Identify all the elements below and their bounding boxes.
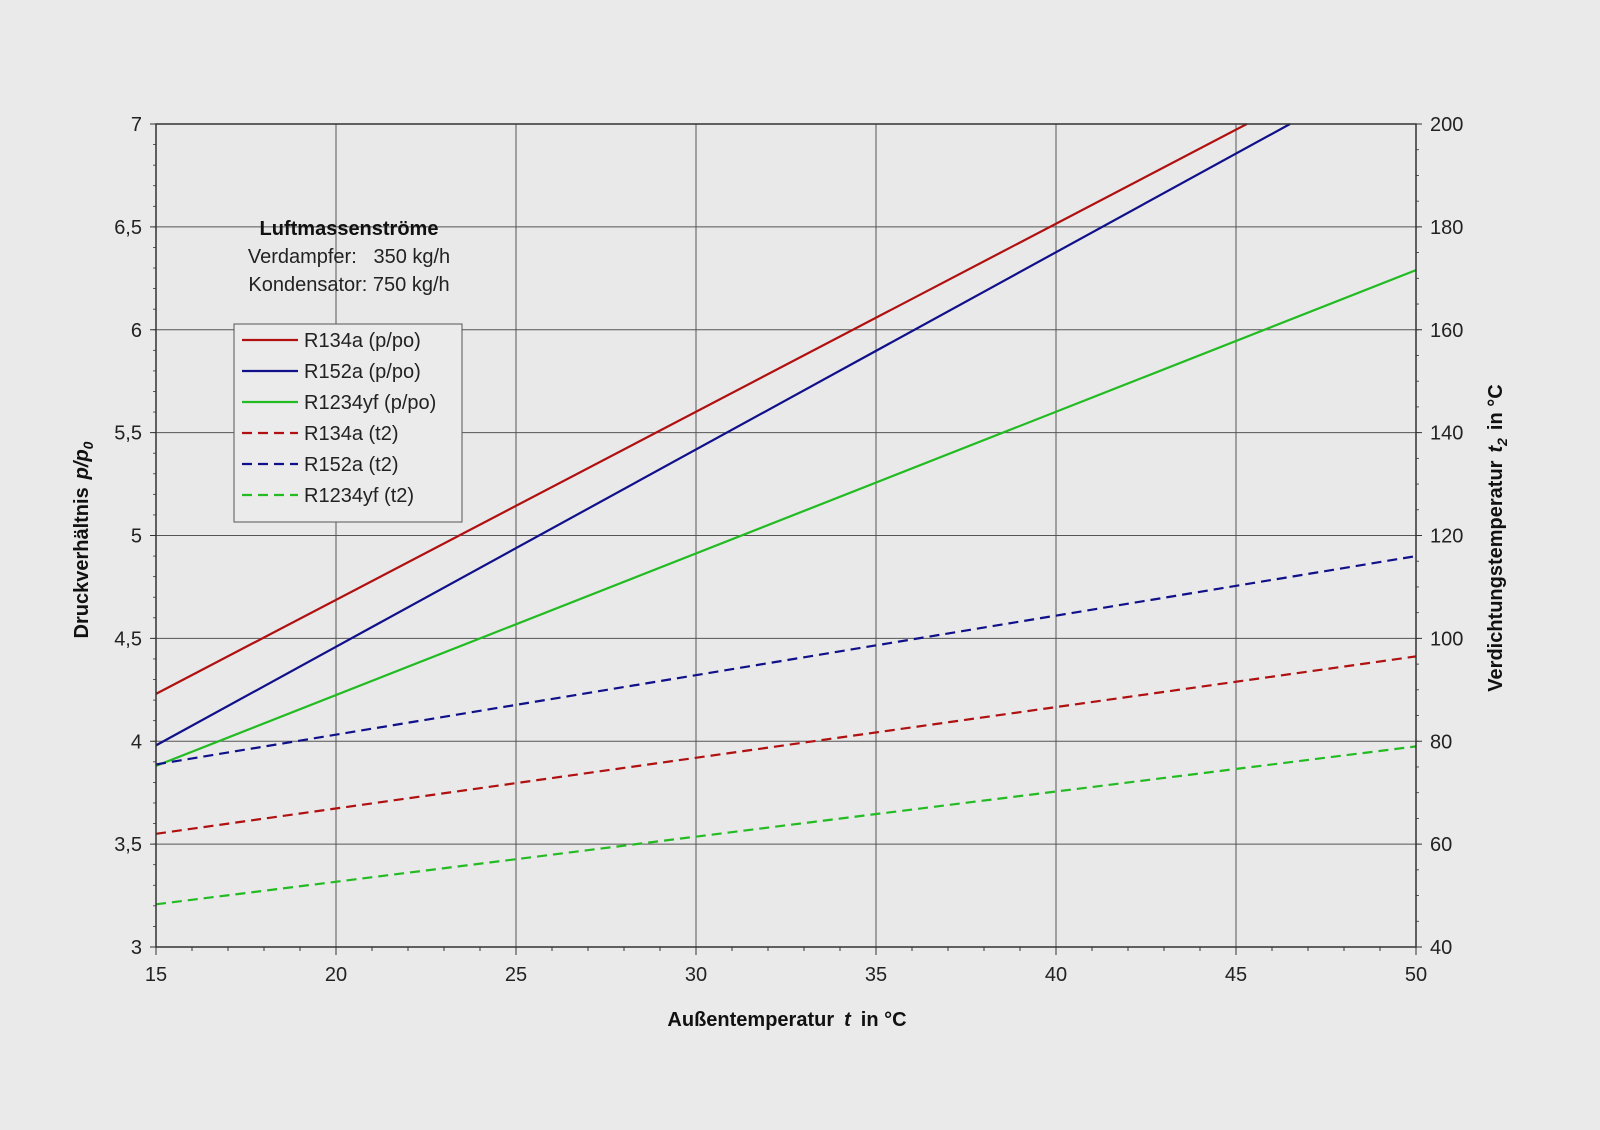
y-tick-label: 7	[131, 114, 142, 136]
x-tick-label: 50	[1405, 964, 1427, 986]
y-tick-label: 5	[131, 526, 142, 548]
legend-box	[233, 323, 463, 523]
y2-tick-label: 40	[1430, 937, 1452, 959]
y2-tick-label: 100	[1430, 628, 1463, 650]
y2-tick-label: 60	[1430, 834, 1452, 856]
x-tick-label: 20	[325, 964, 347, 986]
grid	[156, 124, 1416, 947]
y-tick-label: 4,5	[114, 628, 142, 650]
x-tick-label: 15	[145, 964, 167, 986]
y-tick-label: 6	[131, 320, 142, 342]
info-line-1: Verdampfer: 350 kg/h	[248, 246, 450, 268]
legend-label: R152a (t2)	[304, 454, 399, 476]
legend-label: R1234yf (p/po)	[304, 392, 436, 414]
series-line-4	[155, 655, 1417, 835]
series-line-5	[155, 555, 1417, 766]
x-tick-label: 25	[505, 964, 527, 986]
y2-tick-label: 140	[1430, 423, 1463, 445]
info-title: Luftmassenströme	[260, 218, 439, 240]
y-axis-title: Druckverhältnisp/p0	[71, 441, 96, 638]
x-tick-label: 35	[865, 964, 887, 986]
axis-ticks: 15 20 25 30 35 40 45 50 3 3,5 4 4,5 5 5,5 6 6,5 7 40 60 80 1…	[114, 114, 1463, 986]
info-line-2: Kondensator: 750 kg/h	[248, 274, 449, 296]
y-tick-label: 3	[131, 937, 142, 959]
y-tick-label: 3,5	[114, 834, 142, 856]
legend-label: R134a (p/po)	[304, 330, 421, 352]
y2-axis-title: Verdichtungstemperaturt2in °C	[1485, 384, 1510, 691]
y2-tick-label: 180	[1430, 217, 1463, 239]
series-line-2	[155, 123, 1291, 747]
series-line-6	[155, 745, 1417, 906]
y-tick-label: 5,5	[114, 423, 142, 445]
x-tick-label: 45	[1225, 964, 1247, 986]
y2-tick-label: 160	[1430, 320, 1463, 342]
series-line-1	[155, 123, 1248, 695]
legend-label: R152a (p/po)	[304, 361, 421, 383]
y2-tick-label: 200	[1430, 114, 1463, 136]
x-tick-label: 40	[1045, 964, 1067, 986]
info-box: Luftmassenströme Verdampfer: 350 kg/h Ko…	[248, 218, 450, 296]
legend-label: R1234yf (t2)	[304, 485, 414, 507]
y2-tick-label: 120	[1430, 526, 1463, 548]
x-axis-title: Außentemperatur t in °C	[667, 1009, 906, 1031]
y-tick-label: 6,5	[114, 217, 142, 239]
y2-tick-label: 80	[1430, 731, 1452, 753]
series-lines	[155, 123, 1417, 906]
legend-label: R134a (t2)	[304, 423, 399, 445]
x-tick-label: 30	[685, 964, 707, 986]
series-line-3	[155, 269, 1417, 767]
legend: R134a (p/po) R152a (p/po) R1234yf (p/po) R1…	[233, 323, 463, 523]
y-tick-label: 4	[131, 731, 142, 753]
